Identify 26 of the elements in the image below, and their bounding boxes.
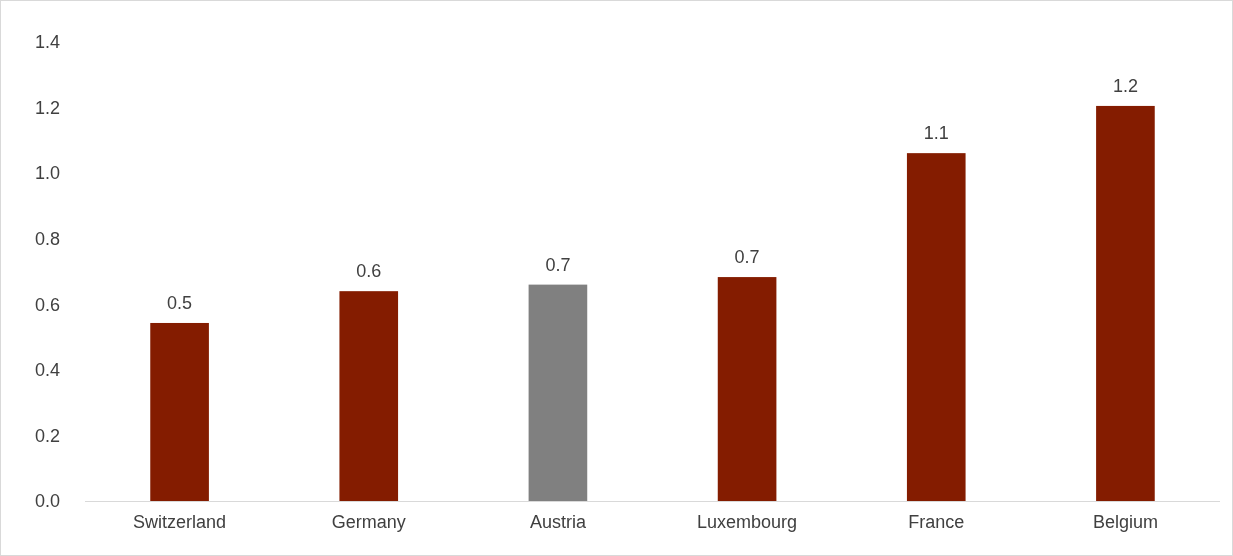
y-tick-label: 1.0 [34,163,60,184]
data-label: 0.5 [167,292,193,313]
bar [906,153,966,501]
data-label: 1.2 [1112,75,1138,96]
bar [1096,105,1155,501]
data-label: 0.7 [545,254,571,275]
x-tick-label: Germany [331,511,406,532]
bar [339,291,399,501]
y-tick-label: 0.2 [34,425,60,446]
bar [717,277,777,501]
bar [150,322,209,501]
y-tick-label: 0.0 [34,491,60,512]
y-tick-label: 1.2 [34,97,60,118]
y-tick-label: 0.6 [34,294,60,315]
x-tick-label: Belgium [1092,511,1158,532]
x-tick-label: France [908,511,965,532]
y-tick-label: 0.4 [34,360,60,381]
data-label: 1.1 [923,123,949,144]
bar [528,284,588,501]
x-tick-label: Austria [529,511,587,532]
x-tick-label: Switzerland [133,511,227,532]
data-label: 0.6 [356,261,382,282]
y-tick-label: 1.4 [34,32,60,53]
y-tick-label: 0.8 [34,228,60,249]
data-label: 0.7 [734,247,760,268]
x-tick-label: Luxembourg [697,511,798,532]
